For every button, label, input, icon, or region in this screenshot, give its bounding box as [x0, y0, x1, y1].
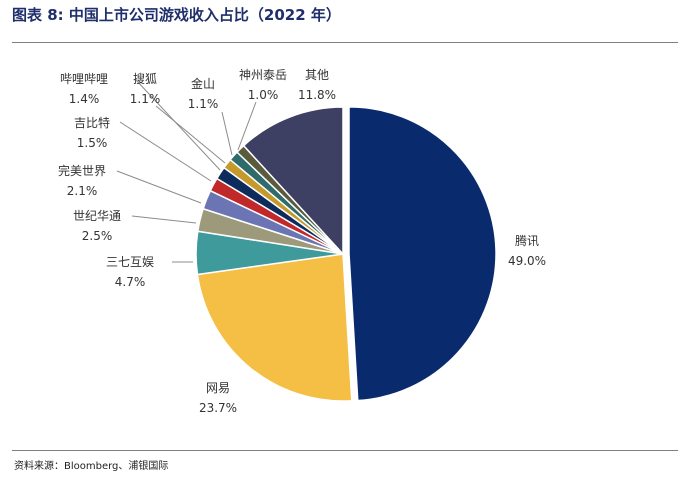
slice-name-label: 搜狐: [133, 71, 157, 86]
slice-value-label: 1.4%: [69, 92, 100, 106]
slice-value-label: 49.0%: [508, 254, 546, 268]
slice-name-label: 完美世界: [58, 163, 106, 178]
slice-value-label: 1.1%: [188, 97, 219, 111]
pie-slice-11: [242, 106, 344, 256]
slice-value-label: 1.0%: [248, 88, 279, 102]
leader-line-4: [131, 215, 197, 224]
title-divider: [12, 42, 678, 43]
slice-name-label: 金山: [191, 76, 215, 91]
slice-name-label: 哔哩哔哩: [60, 72, 108, 86]
slice-value-label: 23.7%: [199, 401, 237, 415]
figure-title: 图表 8: 中国上市公司游戏收入占比（2022 年）: [12, 6, 341, 24]
slice-name-label: 腾讯: [515, 233, 539, 248]
slice-value-label: 2.5%: [82, 229, 113, 243]
leader-line-10: [237, 101, 257, 151]
slice-name-label: 世纪华通: [73, 209, 121, 223]
slice-name-label: 网易: [206, 381, 230, 395]
slice-name-label: 其他: [305, 68, 329, 82]
source-divider: [12, 450, 678, 451]
pie-labels: 腾讯 49.0% 网易 23.7% 三七互娱 4.7% 世纪华通 2.5% 完美世界 2.1% 吉比…: [58, 68, 546, 415]
source-note: 资料来源：Bloomberg、浦银国际: [14, 461, 169, 472]
slice-name-label: 三七互娱: [106, 255, 154, 269]
slice-value-label: 11.8%: [298, 88, 336, 102]
slice-name-label: 神州泰岳: [239, 68, 287, 82]
leader-line-7: [135, 79, 221, 171]
slice-value-label: 2.1%: [67, 184, 98, 198]
pie-slices: [195, 106, 497, 402]
leader-line-5: [116, 170, 202, 204]
slice-value-label: 4.7%: [115, 275, 146, 289]
slice-name-label: 吉比特: [74, 115, 110, 130]
leader-line-9: [221, 111, 233, 156]
slice-value-label: 1.1%: [130, 92, 161, 106]
pie-slice-1: [348, 106, 497, 402]
slice-value-label: 1.5%: [77, 136, 108, 150]
pie-slice-2: [196, 253, 353, 402]
leader-line-8: [155, 105, 226, 164]
leader-line-6: [119, 121, 212, 182]
